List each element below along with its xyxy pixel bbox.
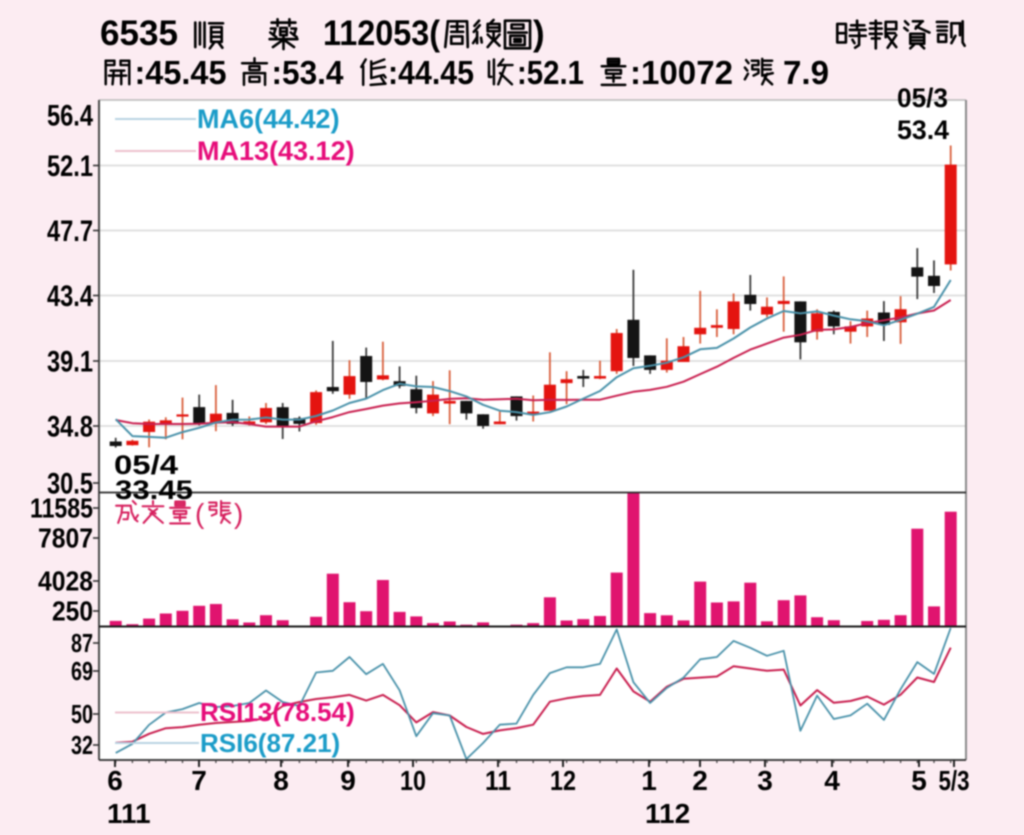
svg-text:33.45: 33.45 <box>115 475 193 505</box>
svg-text:69: 69 <box>71 656 93 686</box>
svg-text:MA13(43.12): MA13(43.12) <box>197 136 355 166</box>
svg-text::10072: :10072 <box>630 54 733 91</box>
svg-text:05/3: 05/3 <box>897 83 948 113</box>
svg-text:34.8: 34.8 <box>47 411 93 444</box>
svg-text:6535: 6535 <box>100 14 178 53</box>
svg-text:4: 4 <box>824 765 840 796</box>
svg-text:3: 3 <box>757 765 773 796</box>
svg-text:56.4: 56.4 <box>47 100 93 133</box>
svg-text:1: 1 <box>641 765 657 796</box>
svg-text:111: 111 <box>107 798 151 829</box>
svg-text:87: 87 <box>71 628 93 658</box>
svg-text:250: 250 <box>52 596 93 627</box>
svg-text:112053(: 112053( <box>323 14 440 53</box>
svg-text:30.5: 30.5 <box>47 468 93 501</box>
svg-text:05/4: 05/4 <box>114 450 178 480</box>
svg-text:5/3: 5/3 <box>939 765 970 796</box>
svg-text:2: 2 <box>692 765 708 796</box>
svg-text:): ) <box>533 14 545 53</box>
svg-text:9: 9 <box>340 765 356 796</box>
svg-text:39.1: 39.1 <box>47 346 93 379</box>
svg-text:11: 11 <box>485 765 511 796</box>
svg-text::45.45: :45.45 <box>135 54 227 91</box>
svg-text:12: 12 <box>550 765 576 796</box>
svg-text:7807: 7807 <box>38 523 93 554</box>
svg-text:11585: 11585 <box>30 493 93 524</box>
svg-text:53.4: 53.4 <box>897 115 949 145</box>
svg-text:(: ( <box>195 498 205 529</box>
svg-text:MA6(44.42): MA6(44.42) <box>197 104 340 134</box>
svg-text:RSI6(87.21): RSI6(87.21) <box>200 728 340 758</box>
svg-text:8: 8 <box>273 765 289 796</box>
svg-text::53.4: :53.4 <box>272 54 345 91</box>
svg-text:32: 32 <box>71 730 93 760</box>
svg-text:5: 5 <box>911 765 927 796</box>
svg-text:50: 50 <box>71 699 93 729</box>
svg-text:RSI13(78.54): RSI13(78.54) <box>200 697 355 727</box>
svg-text:52.1: 52.1 <box>47 150 93 183</box>
svg-text:10: 10 <box>400 765 426 796</box>
svg-text::52.1: :52.1 <box>517 54 584 91</box>
svg-text:4028: 4028 <box>38 566 93 597</box>
svg-text:6: 6 <box>107 765 123 796</box>
svg-text:7: 7 <box>191 765 207 796</box>
svg-text:7.9: 7.9 <box>783 54 829 91</box>
svg-text:47.7: 47.7 <box>47 215 93 248</box>
svg-text::44.45: :44.45 <box>388 54 474 91</box>
svg-text:43.4: 43.4 <box>47 280 93 313</box>
svg-text:112: 112 <box>645 798 690 829</box>
svg-text:): ) <box>234 498 243 529</box>
